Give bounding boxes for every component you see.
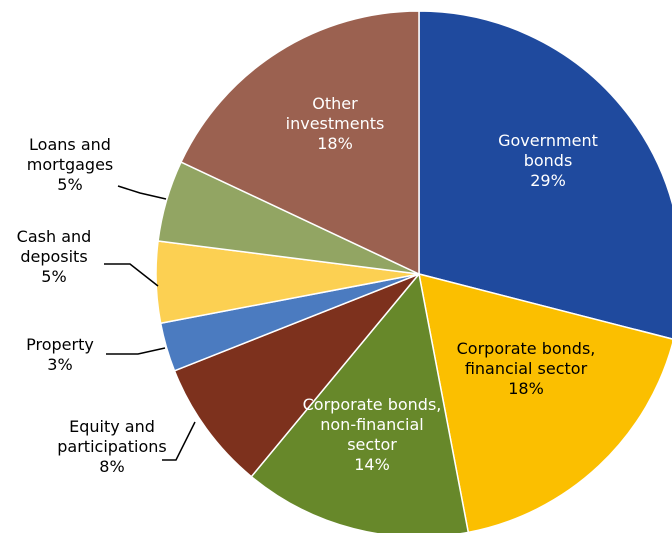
slice-label-property: Property 3% — [26, 335, 94, 374]
leader-line-loans-and-mortgages — [117, 185, 167, 200]
pie-slice-equity-and-participations — [173, 273, 420, 478]
pie-slice-corporate-bonds-financial-sector — [418, 272, 672, 533]
slice-label-corporate-bonds-financial-sector: Corporate bonds, financial sector 18% — [457, 339, 596, 398]
leader-line-property — [106, 347, 166, 355]
slice-label-other-investments: Other investments 18% — [286, 94, 385, 153]
slice-label-corporate-bonds-non-financial-sector: Corporate bonds, non-financial sector 14% — [303, 395, 442, 474]
pie-slice-government-bonds — [418, 10, 672, 340]
pie-slice-corporate-bonds-non-financial-sector — [250, 272, 470, 533]
slice-label-loans-and-mortgages: Loans and mortgages 5% — [27, 135, 114, 194]
slice-label-cash-and-deposits: Cash and deposits 5% — [17, 227, 92, 286]
leader-line-equity-and-participations — [162, 421, 196, 461]
pie-slice-other-investments — [180, 10, 420, 276]
slice-label-equity-and-participations: Equity and participations 8% — [57, 417, 166, 476]
slice-label-government-bonds: Government bonds 29% — [498, 131, 598, 190]
leader-line-cash-and-deposits — [104, 263, 159, 287]
